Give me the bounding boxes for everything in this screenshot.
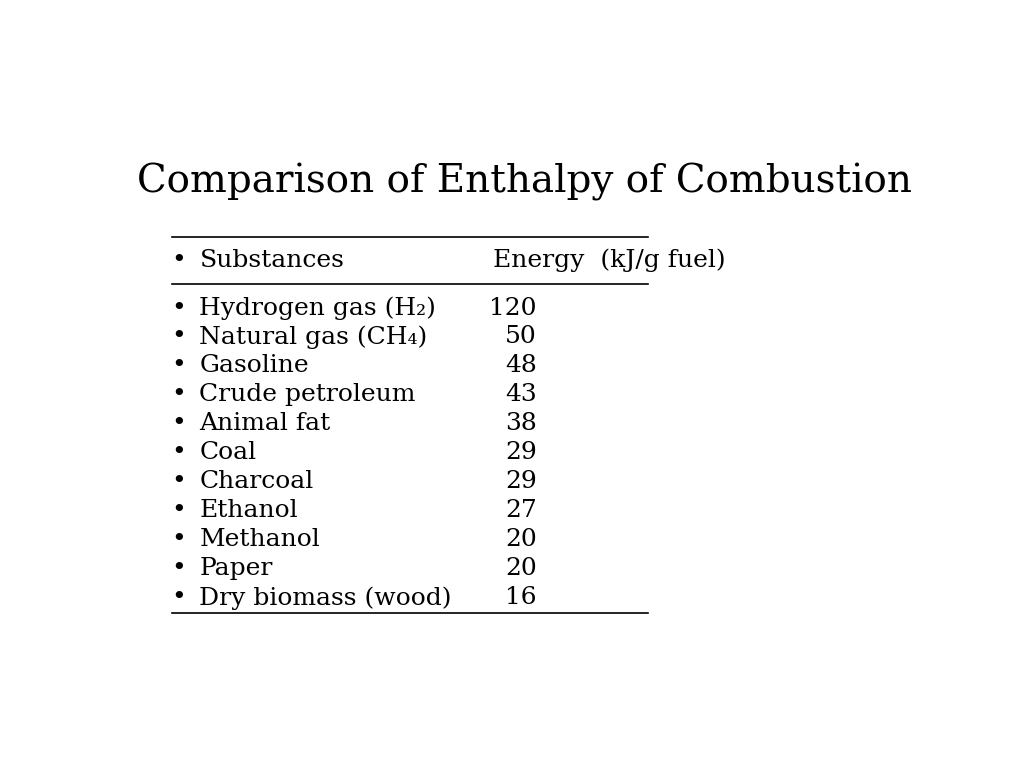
Text: 120: 120: [489, 296, 537, 319]
Text: 20: 20: [505, 528, 537, 551]
Text: 29: 29: [505, 442, 537, 465]
Text: Hydrogen gas (H₂): Hydrogen gas (H₂): [200, 296, 436, 319]
Text: Methanol: Methanol: [200, 528, 321, 551]
Text: •: •: [172, 249, 186, 272]
Text: Paper: Paper: [200, 558, 272, 581]
Text: 38: 38: [505, 412, 537, 435]
Text: •: •: [172, 383, 186, 406]
Text: Coal: Coal: [200, 442, 257, 465]
Text: 27: 27: [505, 499, 537, 522]
Text: 20: 20: [505, 558, 537, 581]
Text: •: •: [172, 470, 186, 493]
Text: •: •: [172, 442, 186, 465]
Text: Dry biomass (wood): Dry biomass (wood): [200, 586, 452, 610]
Text: •: •: [172, 558, 186, 581]
Text: 16: 16: [505, 586, 537, 609]
Text: 48: 48: [505, 355, 537, 377]
Text: •: •: [172, 499, 186, 522]
Text: Natural gas (CH₄): Natural gas (CH₄): [200, 325, 428, 349]
Text: •: •: [172, 355, 186, 377]
Text: Ethanol: Ethanol: [200, 499, 298, 522]
Text: 29: 29: [505, 470, 537, 493]
Text: •: •: [172, 412, 186, 435]
Text: Substances: Substances: [200, 249, 344, 272]
Text: 43: 43: [505, 383, 537, 406]
Text: 50: 50: [505, 326, 537, 349]
Text: Animal fat: Animal fat: [200, 412, 331, 435]
Text: Charcoal: Charcoal: [200, 470, 313, 493]
Text: Crude petroleum: Crude petroleum: [200, 383, 416, 406]
Text: •: •: [172, 586, 186, 609]
Text: •: •: [172, 326, 186, 349]
Text: Comparison of Enthalpy of Combustion: Comparison of Enthalpy of Combustion: [137, 163, 912, 201]
Text: Energy  (kJ/g fuel): Energy (kJ/g fuel): [494, 249, 726, 273]
Text: •: •: [172, 296, 186, 319]
Text: Gasoline: Gasoline: [200, 355, 309, 377]
Text: •: •: [172, 528, 186, 551]
